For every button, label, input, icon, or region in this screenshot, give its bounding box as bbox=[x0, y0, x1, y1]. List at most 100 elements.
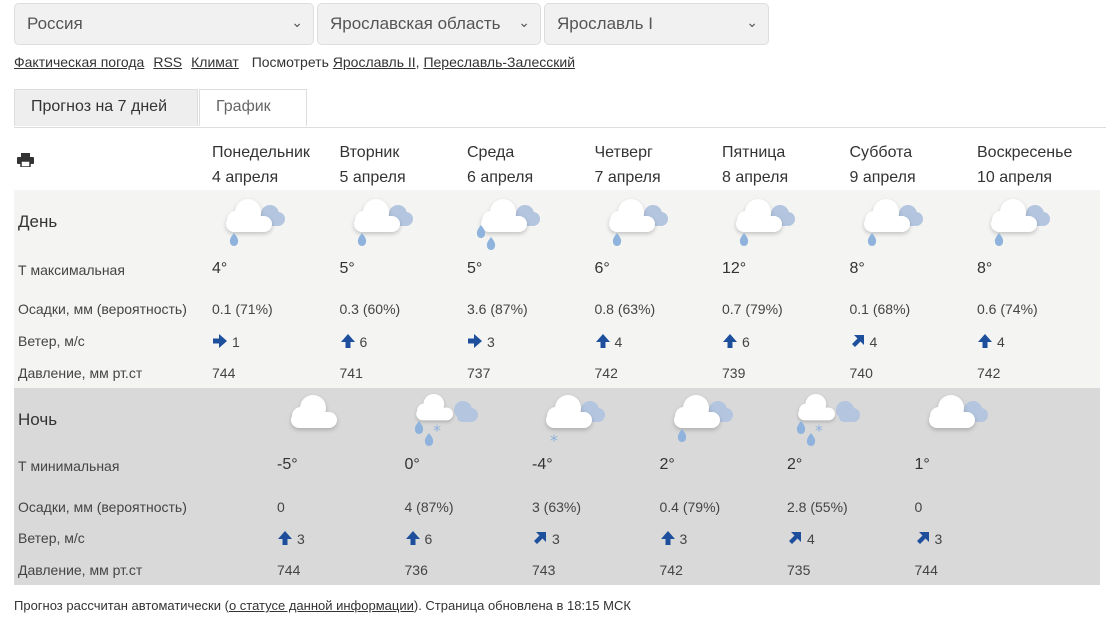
cloud-rain-icon bbox=[608, 199, 668, 246]
day-date: 4 апреля bbox=[212, 169, 279, 186]
country-select[interactable]: Россия ⌄ bbox=[14, 3, 314, 45]
region-select[interactable]: Ярославская область ⌄ bbox=[317, 3, 541, 45]
day-name: Понедельник bbox=[212, 144, 310, 161]
pressure: 742 bbox=[977, 365, 1001, 381]
temperature: 0° bbox=[404, 456, 420, 473]
yaroslavl2-link[interactable]: Ярославль II bbox=[332, 54, 416, 70]
wind-arrow-north-icon bbox=[405, 531, 420, 545]
chevron-down-icon: ⌄ bbox=[518, 14, 530, 30]
pressure: 739 bbox=[722, 365, 746, 381]
svg-text:*: * bbox=[550, 431, 558, 450]
cloud-icon bbox=[928, 395, 988, 428]
chevron-down-icon: ⌄ bbox=[291, 14, 303, 30]
cloud-moon-icon bbox=[291, 395, 349, 436]
cloud-rain-icon bbox=[673, 395, 733, 442]
climate-link[interactable]: Климат bbox=[191, 54, 239, 70]
wind-speed: 3 bbox=[487, 334, 495, 350]
day-header: Суббота 9 апреля bbox=[850, 140, 916, 190]
precipitation: 4 (87%) bbox=[404, 499, 454, 515]
cloud-heavy-rain-icon bbox=[476, 199, 540, 250]
tabs: Прогноз на 7 дней График bbox=[14, 89, 1106, 128]
precipitation: 0.1 (71%) bbox=[212, 301, 273, 317]
wind-speed: 3 bbox=[934, 531, 943, 547]
rss-link[interactable]: RSS bbox=[153, 54, 183, 70]
temperature: 6° bbox=[594, 260, 610, 277]
pressure: 743 bbox=[532, 562, 556, 578]
wind-arrow-north-icon bbox=[660, 531, 675, 545]
wind: 4 bbox=[787, 530, 815, 547]
temperature: 4° bbox=[212, 260, 228, 277]
pereslavl-link[interactable]: Переславль-Залесский bbox=[423, 54, 576, 70]
pressure: 737 bbox=[467, 365, 491, 381]
day-name: Воскресенье bbox=[977, 144, 1073, 161]
temperature: 8° bbox=[977, 260, 993, 277]
pressure: 742 bbox=[659, 562, 683, 578]
wind-label: Ветер, м/с bbox=[18, 530, 85, 546]
wind: 4 bbox=[850, 333, 877, 350]
wind-arrow-northeast-icon bbox=[534, 532, 546, 544]
day-name: Пятница bbox=[722, 144, 786, 161]
wind-arrow-north-icon bbox=[595, 334, 610, 348]
cloud-rain-icon bbox=[353, 199, 413, 246]
wind-speed: 3 bbox=[552, 531, 560, 547]
wind-arrow-northeast-icon bbox=[916, 532, 929, 544]
wind-arrow-north-icon bbox=[340, 334, 355, 348]
day-name: Суббота bbox=[849, 144, 913, 161]
wind-speed: 3 bbox=[679, 531, 688, 547]
temperature: -5° bbox=[277, 456, 298, 473]
pressure-label: Давление, мм рт.ст bbox=[18, 365, 143, 381]
footer-updated: ). Страница обновлена в 18:15 МСК bbox=[413, 598, 631, 613]
pressure: 740 bbox=[849, 365, 873, 381]
day-name: Вторник bbox=[339, 144, 400, 161]
country-value: Россия bbox=[27, 14, 83, 33]
wind-arrow-northeast-icon bbox=[789, 532, 801, 544]
day-date: 6 апреля bbox=[467, 169, 534, 186]
section-title: День bbox=[18, 212, 58, 231]
precipitation: 0.8 (63%) bbox=[594, 301, 656, 317]
day-header: Четверг 7 апреля bbox=[595, 140, 661, 190]
day-header: Понедельник 4 апреля bbox=[212, 140, 310, 190]
cloud-rain-snow-icon: * bbox=[796, 394, 860, 446]
precip-label: Осадки, мм (вероятность) bbox=[18, 301, 187, 317]
station-select[interactable]: Ярославль I ⌄ bbox=[544, 3, 769, 45]
temperature: 5° bbox=[467, 260, 483, 277]
pressure-label: Давление, мм рт.ст bbox=[18, 562, 143, 578]
day-section: День Т максимальная Осадки, мм (вероятност… bbox=[14, 190, 1100, 388]
day-header: Среда 6 апреля bbox=[467, 140, 533, 190]
status-info-link[interactable]: о статусе данной информации bbox=[228, 598, 414, 613]
day-name: Среда bbox=[467, 144, 515, 161]
wind-speed: 1 bbox=[232, 334, 240, 350]
pressure: 741 bbox=[339, 365, 363, 381]
precipitation: 0.6 (74%) bbox=[977, 301, 1038, 317]
pressure: 742 bbox=[594, 365, 618, 381]
day-date: 7 апреля bbox=[594, 169, 661, 186]
wind-arrow-north-icon bbox=[978, 334, 992, 348]
chevron-down-icon: ⌄ bbox=[746, 14, 758, 30]
night-section: Ночь Т минимальная Осадки, мм (вероятность… bbox=[14, 388, 1100, 585]
wind: 3 bbox=[532, 530, 560, 547]
wind-speed: 4 bbox=[807, 531, 815, 547]
wind-speed: 6 bbox=[359, 334, 368, 350]
wind: 6 bbox=[405, 530, 432, 547]
footer: Прогноз рассчитан автоматически (о стату… bbox=[14, 598, 631, 613]
wind: 3 bbox=[467, 333, 495, 350]
temperature: 2° bbox=[659, 456, 675, 473]
wind-arrow-east-icon bbox=[468, 334, 482, 348]
precip-label: Осадки, мм (вероятность) bbox=[18, 499, 187, 515]
precipitation: 2.8 (55%) bbox=[787, 499, 848, 515]
tab-forecast[interactable]: Прогноз на 7 дней bbox=[14, 89, 198, 126]
pressure: 735 bbox=[787, 562, 811, 578]
wind-speed: 3 bbox=[297, 531, 305, 547]
day-date: 8 апреля bbox=[722, 169, 789, 186]
actual-weather-link[interactable]: Фактическая погода bbox=[14, 54, 145, 70]
temperature: 1° bbox=[914, 456, 930, 473]
pressure: 744 bbox=[914, 562, 938, 578]
tab-chart[interactable]: График bbox=[199, 89, 307, 126]
cloud-rain-icon bbox=[736, 199, 795, 246]
cloud-snow-icon: * bbox=[546, 395, 605, 450]
cloud-rain-icon bbox=[226, 199, 285, 246]
temperature: 2° bbox=[787, 456, 803, 473]
wind: 6 bbox=[340, 333, 368, 350]
temp-label: Т максимальная bbox=[18, 262, 125, 278]
print-icon[interactable] bbox=[17, 153, 34, 167]
